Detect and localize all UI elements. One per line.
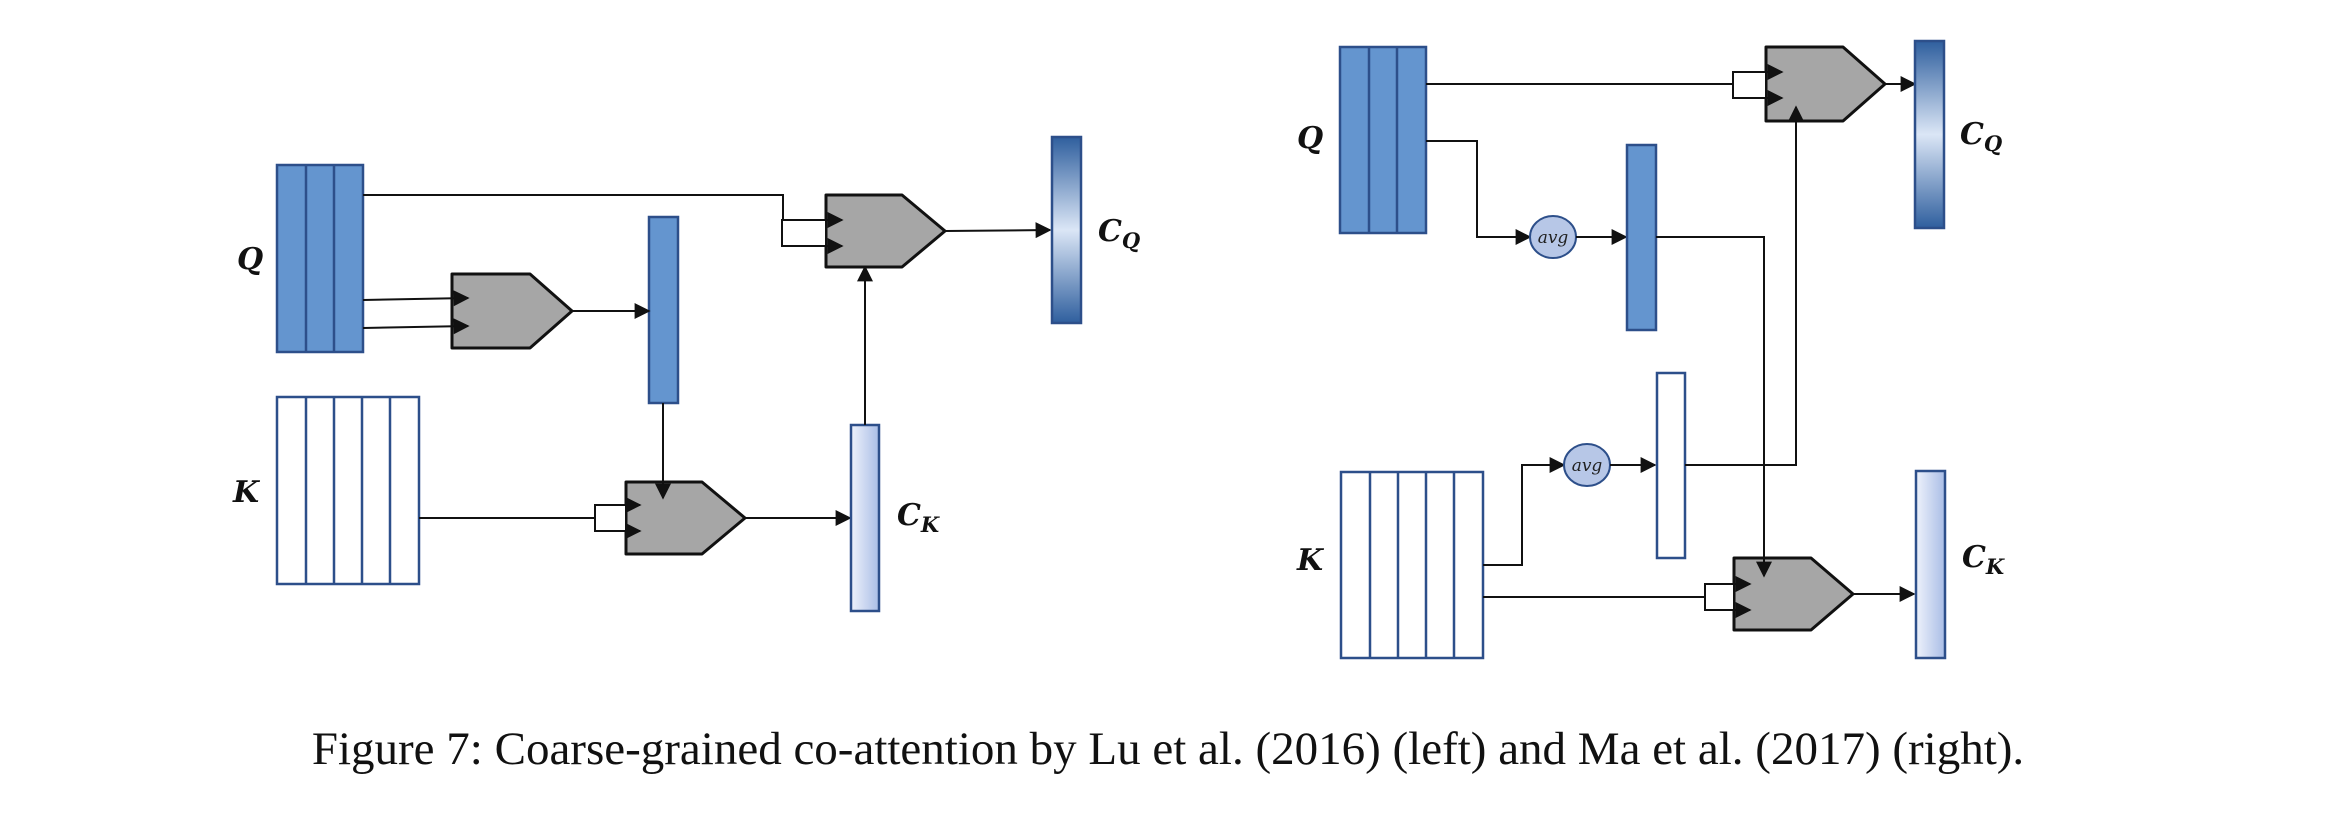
q-matrix-right: [1338, 45, 1428, 235]
left-diagram: Q K CQ CK: [232, 135, 1140, 613]
q-matrix-left: [275, 163, 365, 354]
ck-label-left: CK: [897, 498, 940, 537]
avg-label-top: avg: [1538, 228, 1569, 248]
q-label-left: Q: [237, 242, 263, 277]
cq-label-right: CQ: [1960, 117, 2002, 156]
cq-vector-left: [1050, 135, 1083, 325]
avg-q-vector: [1625, 143, 1658, 332]
right-diagram: Q K avg avg CQ: [1296, 39, 2005, 660]
cq-gate-right: [1764, 45, 1887, 123]
attention-vector-left: [647, 215, 680, 405]
ck-label-right: CK: [1962, 540, 2005, 579]
k-matrix-right: [1339, 470, 1485, 660]
ck-gate-left: [624, 480, 747, 556]
ck-gate-right: [1732, 556, 1855, 632]
avg-k-vector: [1655, 371, 1687, 560]
cq-gate-left: [824, 193, 947, 269]
co-attention-diagram: Q K CQ CK: [232, 39, 2005, 660]
avg-label-bottom: avg: [1572, 456, 1603, 476]
k-label-left: K: [232, 475, 261, 510]
ck-vector-left: [849, 423, 881, 613]
k-label-right: K: [1296, 543, 1325, 578]
q-label-right: Q: [1297, 121, 1323, 156]
figure-caption: Figure 7: Coarse-grained co-attention by…: [311, 723, 2025, 775]
affinity-gate-left: [450, 272, 574, 350]
k-matrix-left: [275, 395, 421, 586]
cq-label-left: CQ: [1098, 214, 1140, 253]
cq-vector-right: [1913, 39, 1946, 230]
ck-vector-right: [1914, 469, 1947, 660]
